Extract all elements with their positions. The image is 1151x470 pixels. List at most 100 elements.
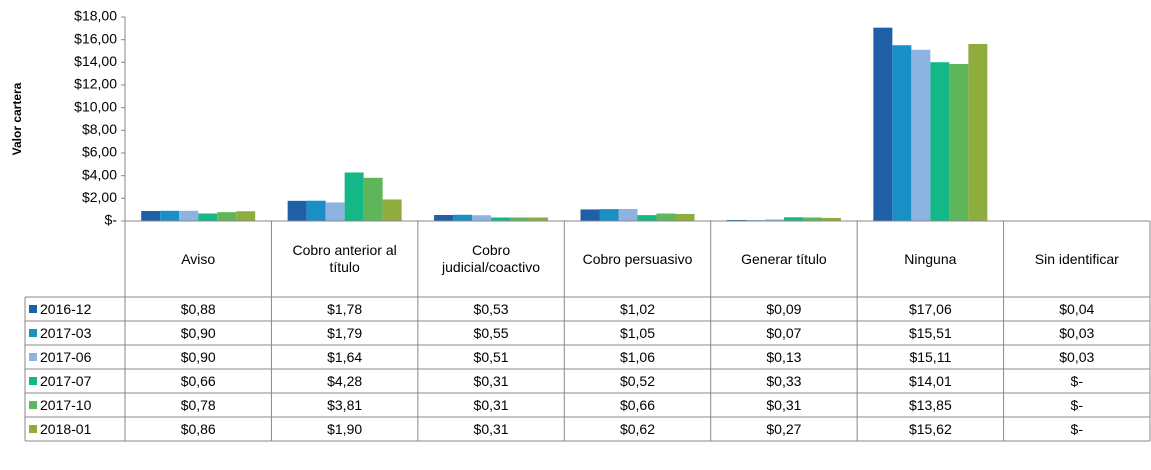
bar <box>325 202 345 221</box>
y-tick-label: $4,00 <box>82 166 117 182</box>
value-cell: $0,04 <box>1059 300 1095 317</box>
category-label: Generar título <box>741 250 827 267</box>
value-cell: $0,88 <box>180 300 216 317</box>
category-label: Sin identificar <box>1034 250 1119 267</box>
value-cell: $1,78 <box>327 300 363 317</box>
legend-entry: 2017-10 <box>25 393 125 417</box>
bar <box>306 200 326 221</box>
value-cell: $14,01 <box>908 372 952 389</box>
y-tick-label: $18,00 <box>74 8 117 24</box>
bar <box>618 208 638 221</box>
legend-label: 2017-03 <box>40 324 92 341</box>
y-tick-label: $14,00 <box>74 53 117 69</box>
legend-swatch <box>29 401 37 409</box>
legend-label: 2017-07 <box>40 372 92 389</box>
value-cell: $0,33 <box>766 372 802 389</box>
value-cell: $1,05 <box>619 324 656 341</box>
bar <box>726 219 746 221</box>
value-cell: $0,66 <box>619 396 656 413</box>
bar <box>580 209 600 221</box>
legend-label: 2017-06 <box>40 348 92 365</box>
bar <box>491 217 511 221</box>
category-label: Cobro anterior al título <box>292 242 397 275</box>
bar <box>911 49 931 222</box>
bar <box>930 62 950 221</box>
bar <box>217 212 237 221</box>
legend-swatch <box>29 377 37 385</box>
value-cell: $1,64 <box>327 348 363 365</box>
category-label: Ninguna <box>904 250 957 267</box>
legend-label: 2018-01 <box>40 420 92 437</box>
legend-swatch <box>29 353 37 361</box>
value-cell: $- <box>1070 372 1083 389</box>
bar <box>656 213 676 221</box>
value-cell: $1,90 <box>327 420 363 437</box>
bar <box>472 215 492 221</box>
category-label: Cobro persuasivo <box>582 250 693 267</box>
value-cell: $3,81 <box>327 396 363 413</box>
bar <box>802 217 822 221</box>
value-cell: $15,11 <box>909 348 952 365</box>
y-tick-label: $2,00 <box>82 189 117 205</box>
legend-label: 2017-10 <box>40 396 92 413</box>
value-cell: $0,86 <box>180 420 216 437</box>
value-cell: $0,51 <box>473 348 509 365</box>
bar <box>382 199 402 221</box>
value-cell: $0,03 <box>1059 324 1095 341</box>
value-cell: $0,31 <box>473 396 509 413</box>
value-cell: $0,66 <box>180 372 216 389</box>
y-axis-label: Valor cartera <box>10 82 24 155</box>
value-cell: $15,51 <box>908 324 952 341</box>
y-tick-label: $12,00 <box>74 76 117 92</box>
category-label: Cobro judicial/coactivo <box>442 242 541 275</box>
bar <box>821 217 841 221</box>
legend-swatch <box>29 329 37 337</box>
value-cell: $0,90 <box>180 348 216 365</box>
value-cell: $15,62 <box>908 420 952 437</box>
bar <box>287 200 307 221</box>
value-cell: $0,07 <box>766 324 802 341</box>
legend-entry: 2017-07 <box>25 369 125 393</box>
value-cell: $17,06 <box>908 300 952 317</box>
bar <box>783 217 803 221</box>
bar <box>198 213 218 221</box>
bar <box>675 213 695 221</box>
bar <box>637 215 657 221</box>
value-cell: $0,31 <box>473 420 509 437</box>
y-tick-label: $10,00 <box>74 98 117 114</box>
y-tick-label: $- <box>105 212 118 228</box>
value-cell: $1,79 <box>327 324 363 341</box>
legend-entry: 2017-03 <box>25 321 125 345</box>
value-cell: $0,27 <box>766 420 802 437</box>
bar <box>434 214 454 221</box>
bar <box>510 217 530 221</box>
legend-entry: 2017-06 <box>25 345 125 369</box>
legend-swatch <box>29 425 37 433</box>
value-cell: $0,09 <box>766 300 802 317</box>
value-cell: $13,85 <box>908 396 952 413</box>
bar <box>968 43 988 222</box>
bar <box>141 211 161 221</box>
value-cell: $0,78 <box>180 396 216 413</box>
value-cell: $0,55 <box>473 324 509 341</box>
value-cell: $0,53 <box>473 300 509 317</box>
value-cell: $0,31 <box>766 396 802 413</box>
value-cell: $1,06 <box>619 348 656 365</box>
y-tick-label: $6,00 <box>82 144 117 160</box>
y-tick-label: $16,00 <box>74 30 117 46</box>
legend-label: 2016-12 <box>40 300 92 317</box>
value-cell: $0,13 <box>766 348 802 365</box>
bar <box>160 210 180 221</box>
value-cell: $0,31 <box>473 372 509 389</box>
bar <box>179 210 199 221</box>
bar <box>892 45 912 221</box>
bar <box>453 214 473 221</box>
value-cell: $0,52 <box>619 372 656 389</box>
bar <box>529 217 549 221</box>
value-cell: $4,28 <box>327 372 363 389</box>
y-tick-label: $8,00 <box>82 121 117 137</box>
legend-entry: 2018-01 <box>25 417 125 441</box>
category-label: Aviso <box>181 250 216 267</box>
bar <box>363 177 383 221</box>
